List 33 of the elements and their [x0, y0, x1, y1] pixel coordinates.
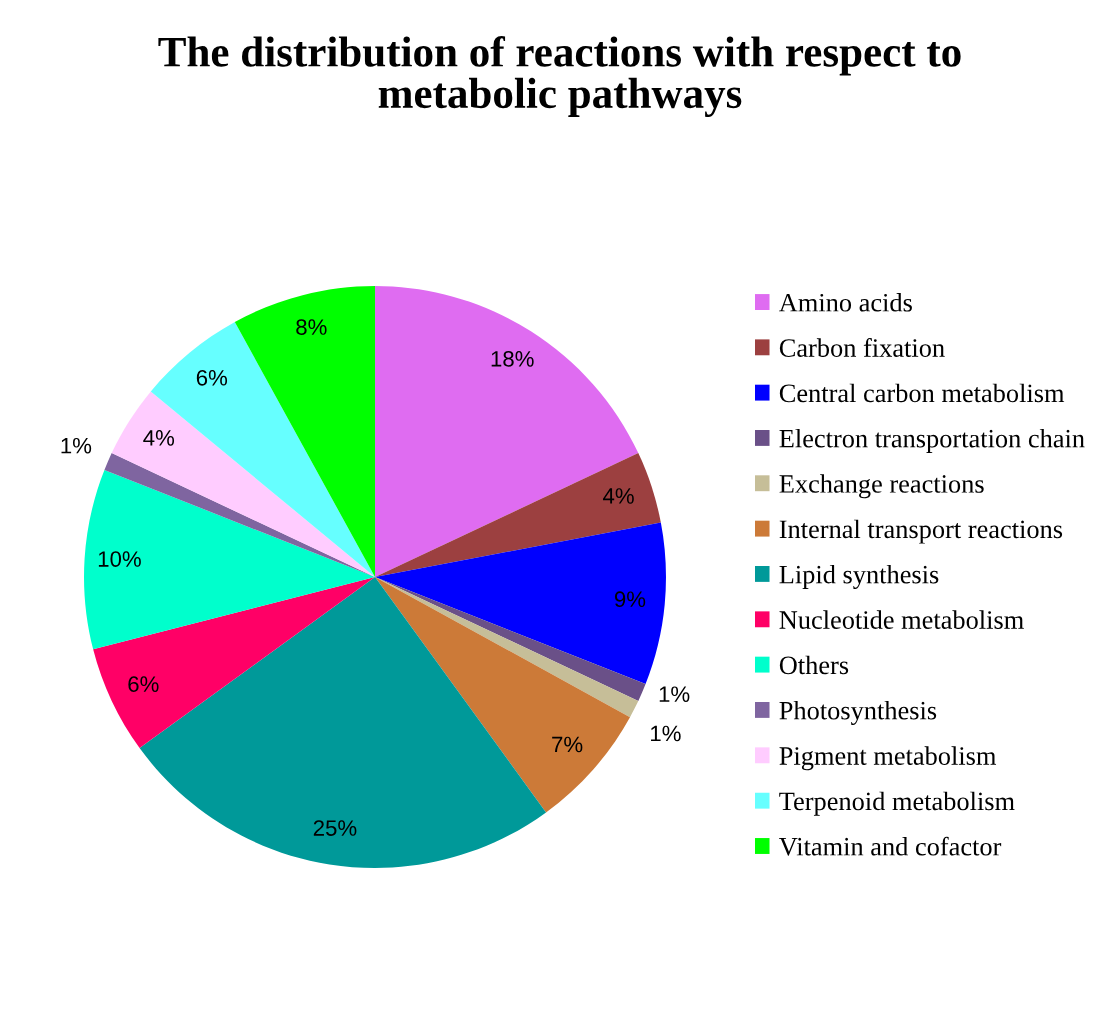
legend-label: Nucleotide metabolism: [779, 610, 1024, 629]
legend-label: Internal transport reactions: [779, 519, 1063, 544]
data-label: 7%: [552, 736, 583, 753]
data-label: 1%: [61, 437, 92, 454]
pie-slice: [375, 286, 639, 577]
data-label: 4%: [143, 430, 175, 446]
legend-label: Amino acids: [779, 293, 912, 312]
data-label: 1%: [659, 686, 690, 702]
pie-slice: [375, 453, 661, 577]
legend-label: Exchange reactions: [779, 474, 984, 499]
data-label: 9%: [614, 591, 646, 608]
legend-label: Others: [779, 655, 849, 675]
data-label: 6%: [128, 676, 159, 692]
legend-label: Pigment metabolism: [779, 746, 997, 771]
data-label: 1%: [651, 725, 681, 742]
data-label: 25%: [313, 820, 357, 836]
data-label: 10%: [98, 551, 141, 567]
chart-title: The distribution of reactions with respect to metabolic pathways: [158, 36, 961, 118]
legend-label: Terpenoid metabolism: [779, 791, 1015, 816]
pie-slice: [84, 469, 375, 650]
legend-label: Photosynthesis: [779, 700, 937, 725]
pie-slice: [93, 577, 375, 749]
pie-slice: [234, 286, 375, 577]
pie-slice: [375, 522, 666, 685]
legend-label: Electron transportation chain: [779, 428, 1085, 453]
data-label: 6%: [196, 369, 228, 386]
legend-label: Carbon fixation: [779, 338, 945, 357]
legend-label: Lipid synthesis: [779, 564, 939, 589]
legend-label: Central carbon metabolism: [779, 383, 1065, 403]
legend-label: Vitamin and cofactor: [779, 836, 1002, 856]
data-label: 8%: [296, 319, 327, 335]
data-label: 18%: [491, 351, 534, 367]
data-label: 4%: [603, 488, 634, 504]
